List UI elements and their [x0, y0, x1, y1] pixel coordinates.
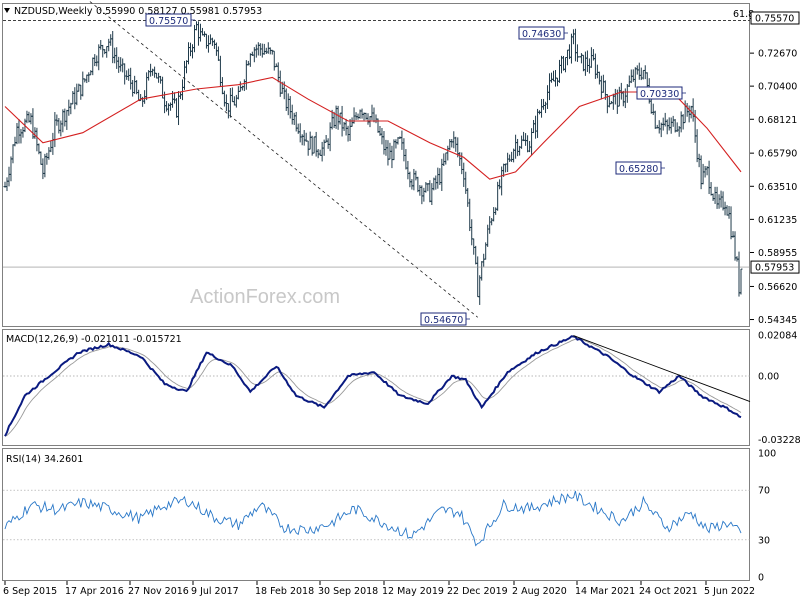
symbol-label: NZDUSD,Weekly — [14, 6, 93, 17]
price-panel — [2, 3, 750, 327]
x-tick-label: 14 Mar 2021 — [575, 586, 635, 597]
price-annotation-label: 0.54670 — [424, 315, 463, 326]
ohlc-label: 0.55990 0.58127 0.55981 0.57953 — [96, 6, 262, 17]
price-annotation-label: 0.65280 — [619, 164, 658, 175]
x-tick-label: 24 Oct 2021 — [639, 586, 698, 597]
x-tick-label: 18 Feb 2018 — [255, 586, 314, 597]
macd-tick-label: 0.02084 — [758, 330, 797, 341]
price-tick-label: 0.56620 — [758, 282, 797, 293]
price-tick-label: 0.72670 — [758, 49, 797, 60]
macd-title: MACD(12,26,9) -0.021011 -0.015721 — [6, 334, 182, 345]
price-annotation-label: 0.75570 — [149, 16, 188, 27]
rsi-line — [4, 490, 742, 547]
price-tick-label: 0.61235 — [758, 215, 797, 226]
x-tick-label: 30 Sep 2018 — [318, 586, 378, 597]
price-tick-label: 0.54345 — [758, 315, 797, 326]
macd-line — [4, 335, 742, 437]
x-tick-label: 27 Nov 2016 — [128, 586, 189, 597]
price-layer: 0.75570 0.74630 0.70330 0.65280 0.54670 — [3, 0, 750, 326]
fib-value-label: 0.75570 — [755, 14, 794, 25]
current-price-label: 0.57953 — [755, 263, 794, 274]
x-tick-label: 22 Dec 2019 — [447, 586, 508, 597]
x-tick-label: 5 Jun 2022 — [704, 586, 755, 597]
price-tick-label: 0.58955 — [758, 248, 797, 259]
x-tick-label: 6 Sep 2015 — [3, 586, 57, 597]
x-tick-label: 9 Jul 2017 — [191, 586, 239, 597]
rsi-tick-label: 100 — [758, 449, 776, 460]
rsi-title: RSI(14) 34.2601 — [6, 454, 83, 465]
price-tick-label: 0.65790 — [758, 149, 797, 160]
x-tick-label: 17 Apr 2016 — [65, 586, 124, 597]
rsi-layer — [3, 489, 750, 547]
watermark: ActionForex.com — [190, 286, 340, 308]
price-annotation-label: 0.70330 — [640, 89, 679, 100]
x-tick-label: 2 Aug 2020 — [512, 586, 567, 597]
x-tick-label: 12 May 2019 — [382, 586, 444, 597]
macd-trendline — [573, 335, 751, 403]
rsi-tick-label: 70 — [758, 486, 770, 497]
macd-tick-label: 0.00 — [758, 371, 779, 382]
price-annotation-label: 0.74630 — [522, 29, 561, 40]
price-trendline — [87, 0, 478, 318]
price-tick-label: 0.68121 — [758, 115, 797, 126]
axis-layer: 0.750500.726700.704000.681210.657900.635… — [3, 11, 800, 597]
collapse-triangle-icon[interactable] — [4, 8, 10, 13]
macd-tick-label: -0.032285 — [758, 435, 800, 446]
current-price-box — [750, 260, 800, 274]
fib-value-box — [750, 11, 800, 25]
fib-level-label: 61.8 — [733, 9, 754, 20]
rsi-tick-label: 30 — [758, 535, 770, 546]
macd-signal-line — [4, 338, 742, 437]
price-tick-label: 0.70400 — [758, 82, 797, 93]
price-tick-label: 0.63510 — [758, 182, 797, 193]
rsi-panel — [2, 448, 750, 581]
macd-layer — [3, 335, 751, 437]
macd-panel — [2, 329, 750, 446]
rsi-tick-label: 0 — [758, 573, 764, 584]
